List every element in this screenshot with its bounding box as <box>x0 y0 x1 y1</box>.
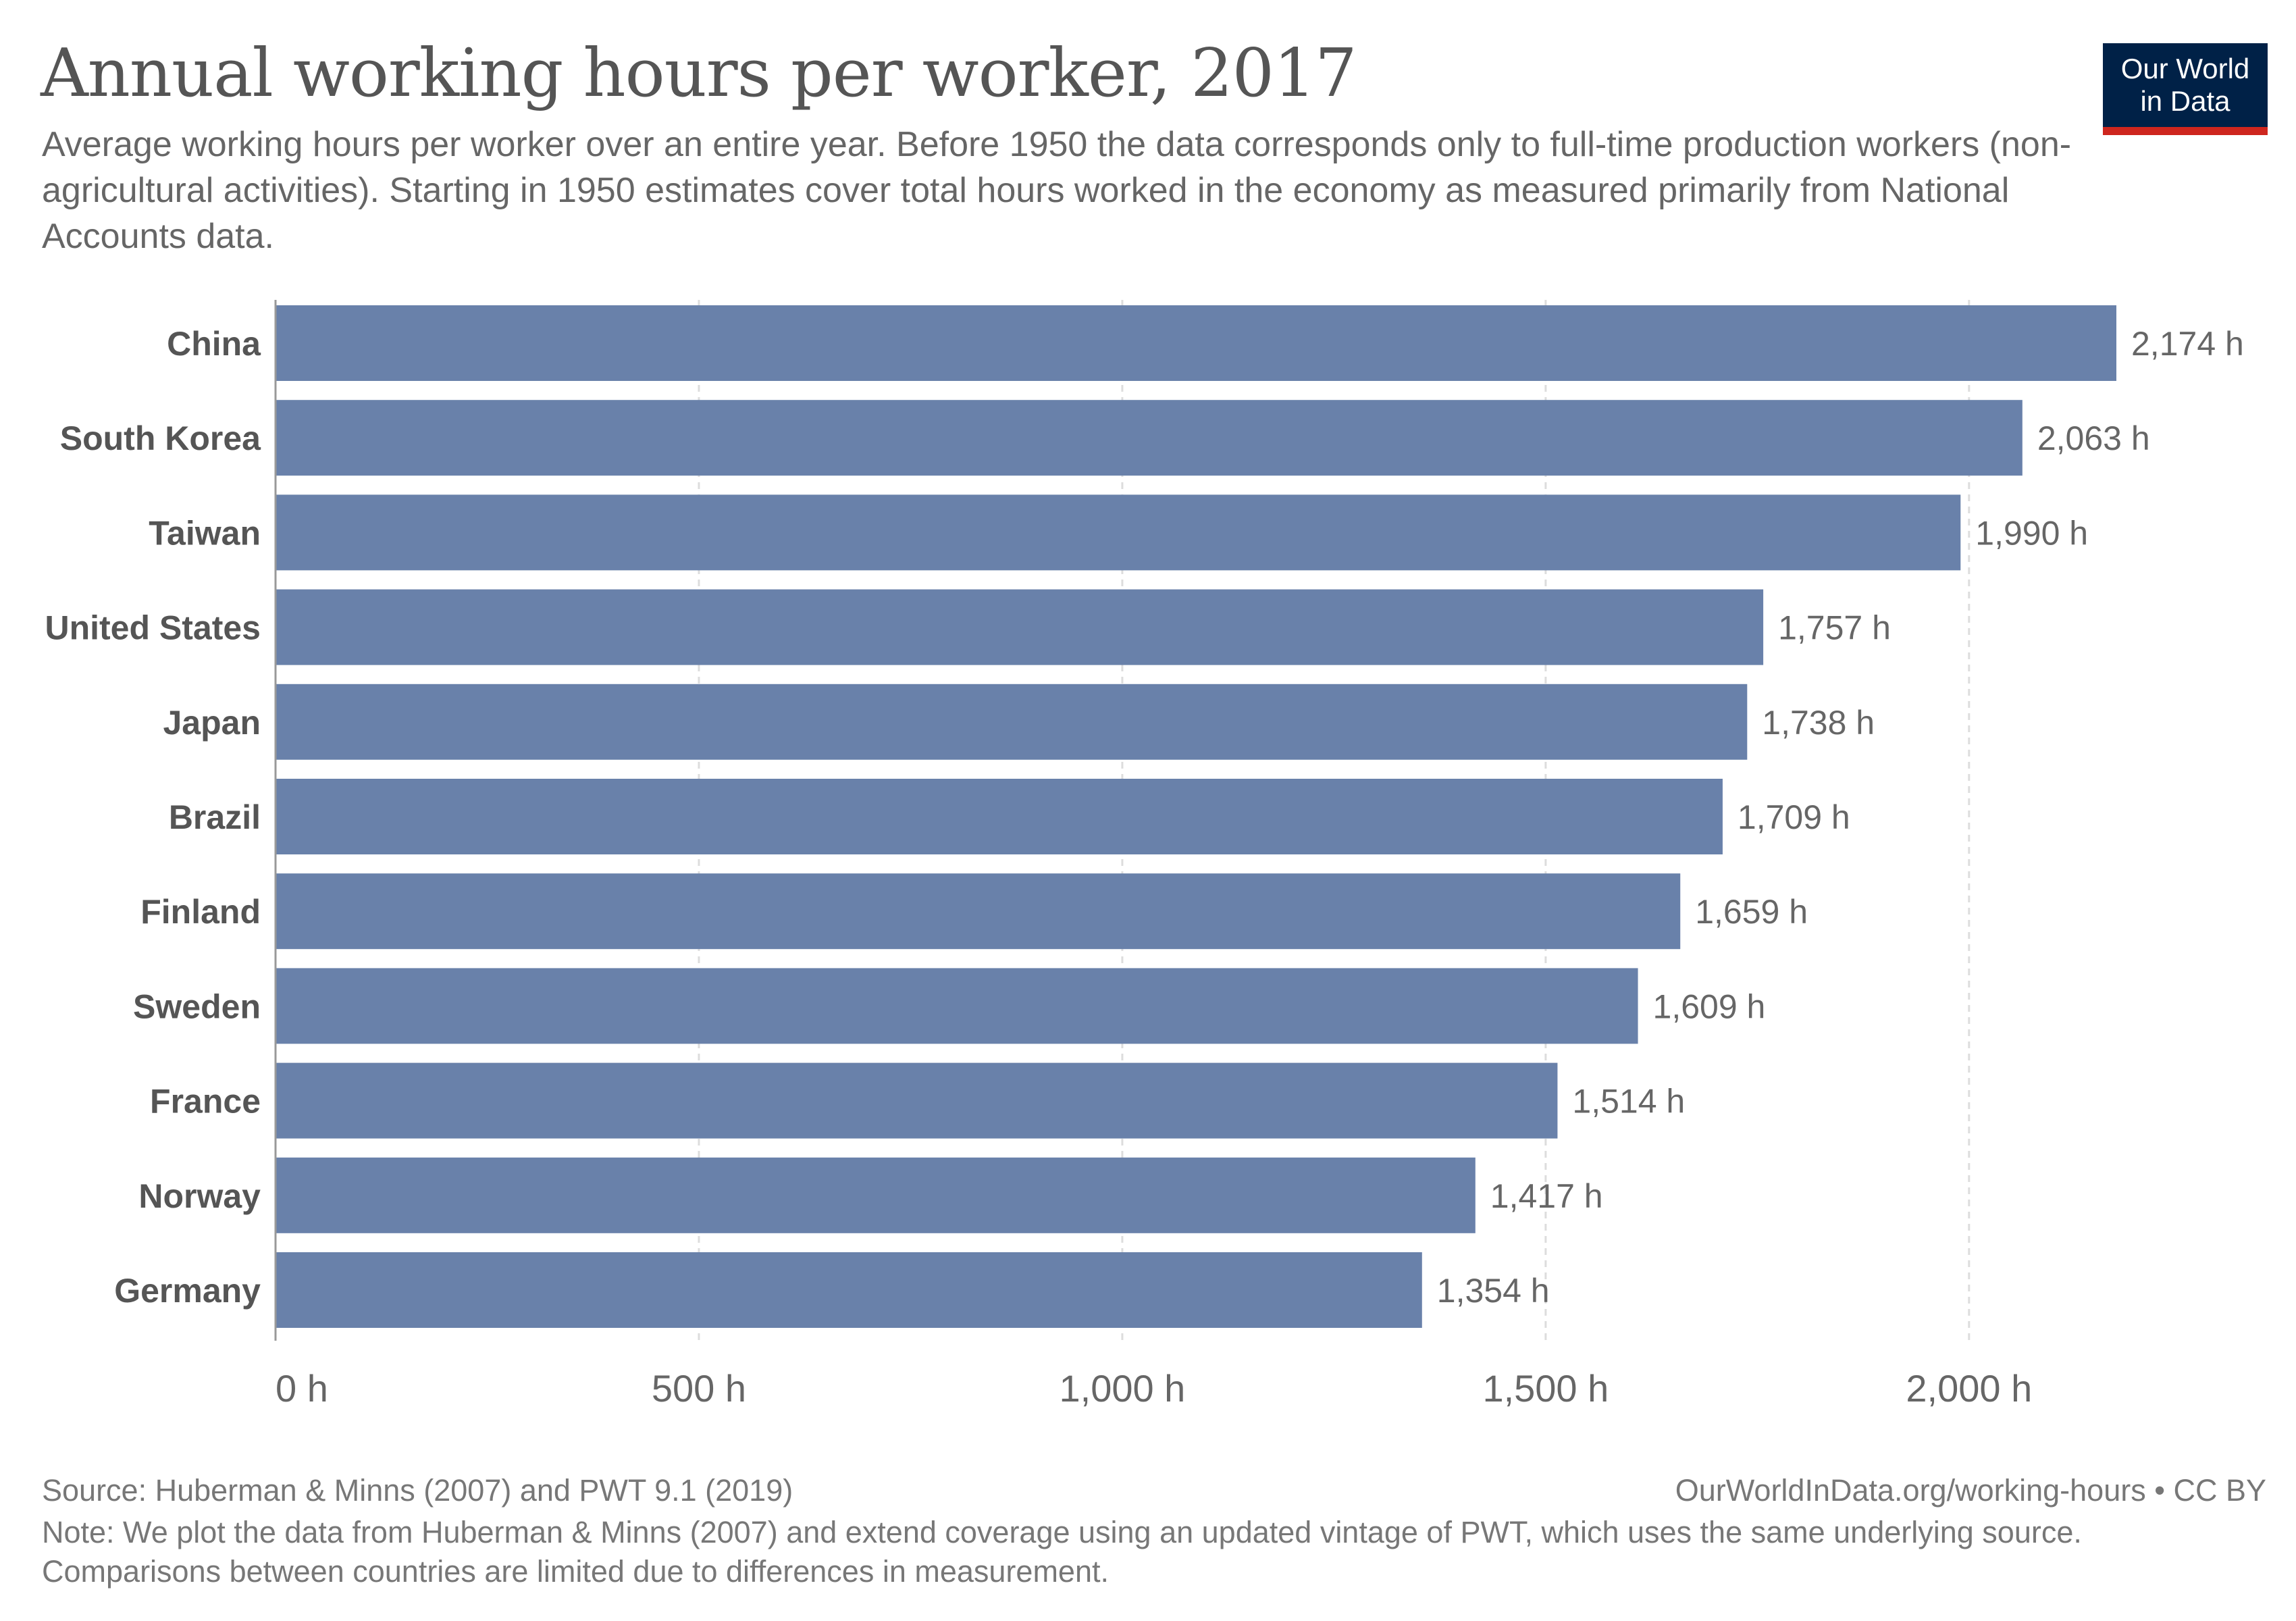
value-label: 1,659 h <box>1695 893 1808 931</box>
value-label: 1,990 h <box>1975 514 2088 552</box>
category-label: Japan <box>163 704 261 742</box>
x-tick-label: 500 h <box>652 1367 746 1410</box>
x-tick-label: 0 h <box>276 1367 328 1410</box>
source-note: Source: Huberman & Minns (2007) and PWT … <box>42 1473 793 1508</box>
bar <box>276 968 1638 1044</box>
bar <box>276 779 1723 854</box>
value-label: 1,738 h <box>1762 704 1875 742</box>
category-label: Taiwan <box>149 514 261 552</box>
bar <box>276 494 1961 571</box>
category-label: South Korea <box>60 419 261 457</box>
category-label: France <box>150 1083 261 1121</box>
bar <box>276 873 1681 950</box>
bar <box>276 684 1748 760</box>
category-label: Sweden <box>133 987 261 1025</box>
value-label: 1,609 h <box>1653 987 1766 1025</box>
x-tick-label: 2,000 h <box>1906 1367 2032 1410</box>
category-label: Norway <box>138 1177 261 1215</box>
chart-subtitle: Average working hours per worker over an… <box>42 125 2072 256</box>
category-label: China <box>167 325 261 363</box>
value-label: 1,757 h <box>1778 609 1891 647</box>
bar <box>276 305 2116 381</box>
value-label: 1,417 h <box>1490 1177 1603 1215</box>
value-label: 1,709 h <box>1738 798 1850 836</box>
value-label: 2,174 h <box>2131 325 2244 363</box>
bar <box>276 1157 1476 1233</box>
chart-title: Annual working hours per worker, 2017 <box>41 35 1357 112</box>
value-label: 1,354 h <box>1437 1272 1550 1310</box>
bar <box>276 400 2023 476</box>
logo-text: Our World in Data <box>2120 53 2250 117</box>
bar <box>276 1252 1422 1328</box>
source-url-link[interactable]: OurWorldInData.org/working-hours • CC BY <box>1675 1473 2266 1508</box>
category-label: Brazil <box>169 798 261 836</box>
value-label: 2,063 h <box>2037 419 2150 457</box>
value-label: 1,514 h <box>1572 1083 1685 1121</box>
bar-chart: China 2,174 h South Korea 2,063 h Taiwan 1,99… <box>45 300 2244 1410</box>
x-tick-label: 1,000 h <box>1059 1367 1185 1410</box>
x-tick-label: 1,500 h <box>1482 1367 1609 1410</box>
category-label: Finland <box>140 893 261 931</box>
category-label: Germany <box>114 1272 261 1310</box>
footnote: Note: We plot the data from Huberman & M… <box>42 1515 2082 1589</box>
category-label: United States <box>45 609 261 647</box>
bar <box>276 1062 1558 1139</box>
bar <box>276 589 1764 665</box>
owid-logo[interactable]: Our World in Data <box>2103 43 2268 135</box>
